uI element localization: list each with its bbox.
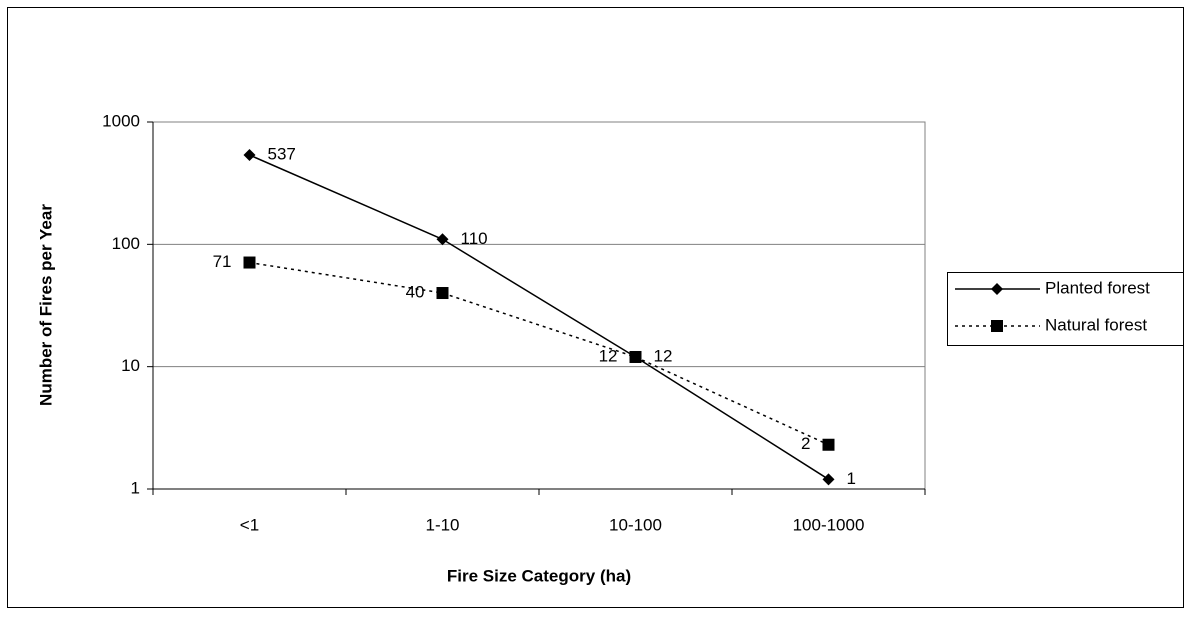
x-axis-title: Fire Size Category (ha) <box>447 566 631 585</box>
data-label: 12 <box>599 346 618 365</box>
data-label: 12 <box>654 346 673 365</box>
data-label: 71 <box>213 252 232 271</box>
data-point <box>822 473 835 486</box>
y-tick-label: 100 <box>112 234 140 253</box>
y-tick-label: 1000 <box>102 111 140 130</box>
x-tick-label: 10-100 <box>609 515 662 534</box>
data-label: 2 <box>801 434 810 453</box>
data-point <box>436 287 449 300</box>
x-tick-label: 1-10 <box>425 515 459 534</box>
data-label: 110 <box>461 229 488 248</box>
data-label: 40 <box>406 282 425 301</box>
legend-label: Natural forest <box>1045 315 1147 334</box>
legend <box>947 272 1184 346</box>
y-tick-label: 10 <box>121 356 140 375</box>
legend-marker <box>991 283 1003 295</box>
data-label: 1 <box>847 469 856 488</box>
data-point <box>436 233 449 246</box>
x-tick-label: <1 <box>240 515 259 534</box>
legend-marker <box>991 320 1003 332</box>
series-line <box>249 261 829 446</box>
y-tick-label: 1 <box>131 478 140 497</box>
data-point <box>822 438 835 451</box>
legend-label: Planted forest <box>1045 278 1150 297</box>
plot-area <box>152 121 926 490</box>
y-axis-title: Number of Fires per Year <box>36 204 55 406</box>
data-label: 537 <box>268 145 296 164</box>
data-point <box>243 256 256 269</box>
series-line <box>249 154 829 480</box>
data-point <box>629 350 642 363</box>
data-point <box>243 149 256 162</box>
x-tick-label: 100-1000 <box>793 515 865 534</box>
